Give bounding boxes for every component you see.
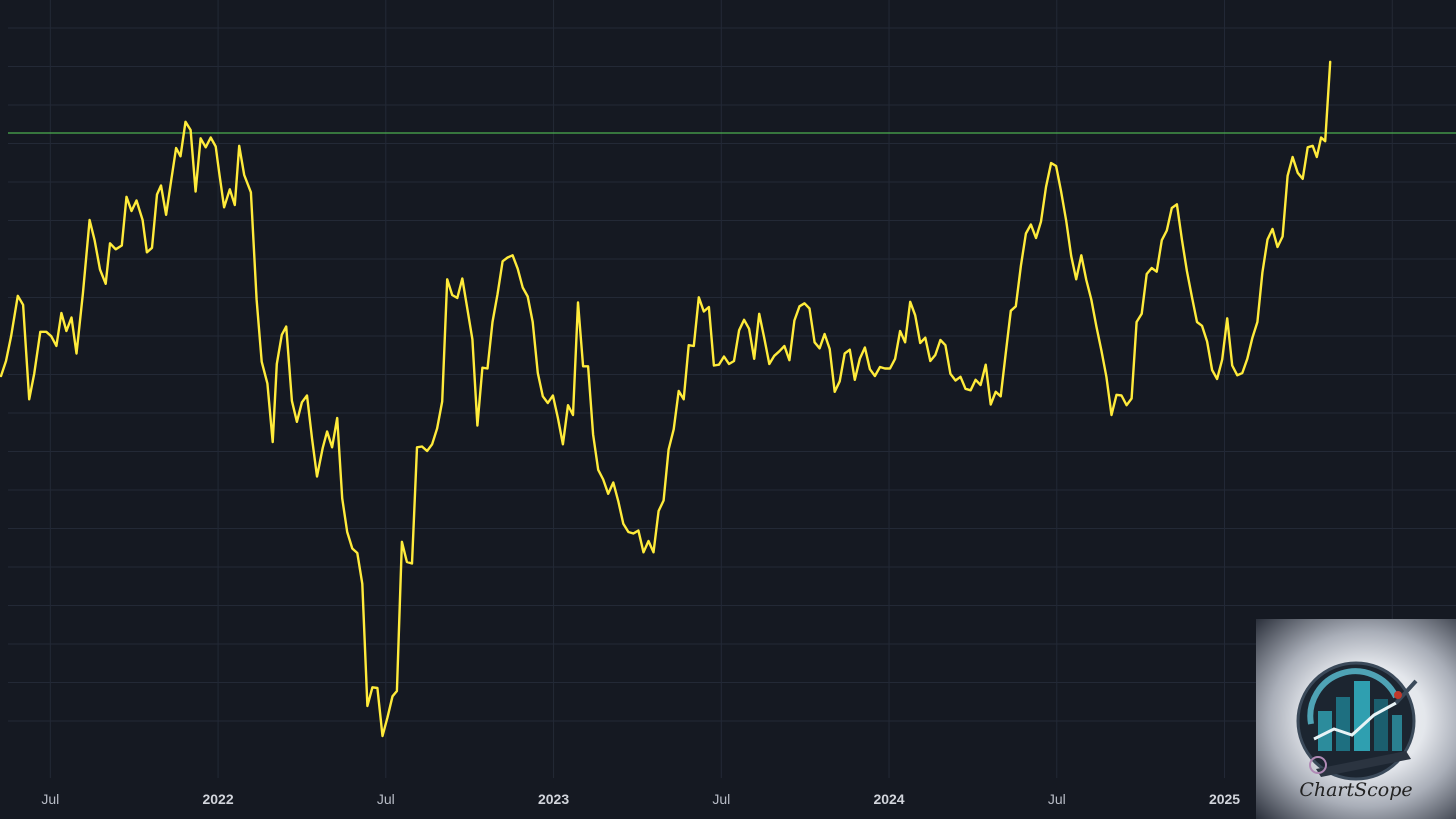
x-tick-label: Jul	[376, 791, 395, 807]
chartscope-logo-icon	[1296, 661, 1418, 781]
x-tick-label: Jul	[1047, 791, 1066, 807]
x-tick-label: 2022	[202, 791, 234, 807]
horizontal-gridlines	[8, 27, 1456, 722]
series-group	[0, 60, 1332, 738]
x-tick-label: 2023	[537, 791, 570, 807]
x-tick-label: Jul	[41, 791, 60, 807]
series-line-0	[0, 60, 1332, 738]
vertical-gridlines	[49, 0, 1393, 778]
x-tick-label: Jul	[712, 791, 731, 807]
watermark-logo: ChartScope	[1256, 619, 1456, 819]
x-tick-label: 2024	[873, 791, 905, 807]
x-tick-label: 2025	[1208, 791, 1241, 807]
watermark-text: ChartScope	[1299, 779, 1413, 801]
